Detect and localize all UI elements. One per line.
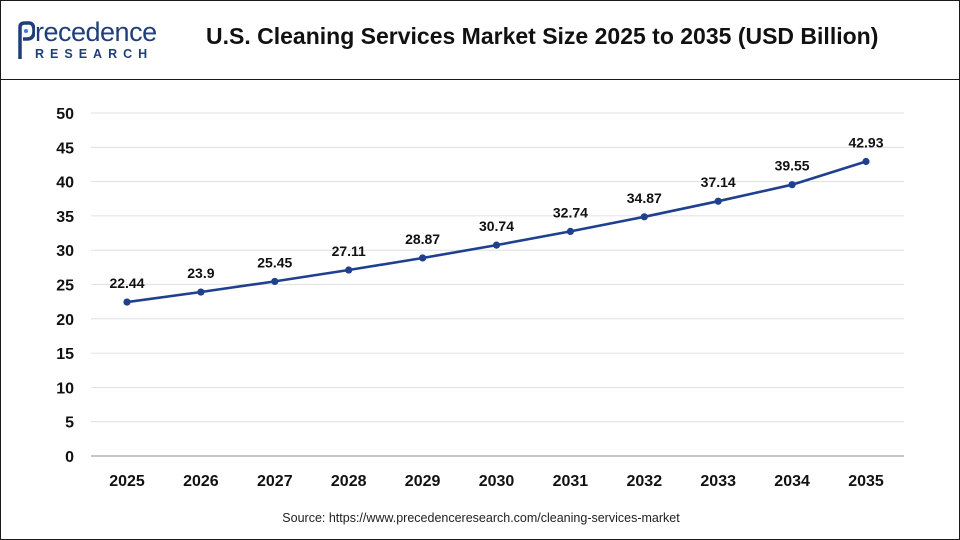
y-tick-label: 45 xyxy=(56,140,74,157)
x-tick-label: 2032 xyxy=(627,473,663,490)
data-label: 28.87 xyxy=(405,231,440,247)
chart-title: U.S. Cleaning Services Market Size 2025 … xyxy=(206,23,879,49)
logo-p-mark-icon xyxy=(18,21,35,59)
data-point xyxy=(271,277,279,286)
y-tick-label: 15 xyxy=(56,346,74,363)
x-tick-label: 2035 xyxy=(848,473,884,490)
grid-lines xyxy=(91,112,904,423)
y-tick-label: 25 xyxy=(56,278,74,295)
data-label: 22.44 xyxy=(109,275,144,291)
data-point xyxy=(714,197,722,205)
x-tick-label: 2030 xyxy=(479,473,515,490)
data-label: 27.11 xyxy=(332,243,366,259)
y-tick-label: 0 xyxy=(65,449,74,466)
y-tick-label: 5 xyxy=(65,415,74,432)
data-label: 42.93 xyxy=(848,135,883,151)
y-tick-label: 20 xyxy=(56,312,74,329)
y-tick-label: 30 xyxy=(56,243,74,260)
x-tick-label: 2028 xyxy=(331,473,367,490)
data-point xyxy=(788,181,796,189)
x-tick-label: 2031 xyxy=(553,473,589,490)
y-tick-labels: 0 5 10 15 20 25 30 35 40 45 50 xyxy=(56,106,74,466)
y-tick-label: 35 xyxy=(56,209,74,226)
x-tick-labels: 2025 2026 2027 2028 2029 2030 2031 2032 2033 2034… xyxy=(109,473,884,490)
data-point xyxy=(197,288,205,296)
data-point xyxy=(492,241,501,249)
x-tick-label: 2025 xyxy=(109,473,145,490)
data-point xyxy=(640,213,648,221)
x-tick-label: 2027 xyxy=(257,473,293,490)
x-tick-label: 2026 xyxy=(183,473,219,490)
data-point xyxy=(419,254,427,262)
logo-text: recedence xyxy=(35,17,157,47)
data-point xyxy=(345,266,353,274)
y-tick-label: 10 xyxy=(56,380,74,397)
x-tick-label: 2034 xyxy=(774,473,810,490)
data-label: 37.14 xyxy=(701,174,736,190)
data-label: 34.87 xyxy=(627,190,662,206)
data-label: 30.74 xyxy=(479,218,514,234)
data-point xyxy=(123,298,131,306)
y-tick-label: 50 xyxy=(56,106,74,123)
data-labels: 22.44 23.9 25.45 27.11 28.87 30.74 32.74 34.87 3… xyxy=(109,135,883,292)
logo-subtext: RESEARCH xyxy=(35,47,154,61)
data-label: 25.45 xyxy=(257,254,292,270)
data-label: 23.9 xyxy=(187,265,214,281)
header: recedence RESEARCH U.S. Cleaning Service… xyxy=(1,1,959,80)
company-logo: recedence RESEARCH xyxy=(17,15,167,65)
x-tick-label: 2029 xyxy=(405,473,441,490)
source-note: Source: https://www.precedenceresearch.c… xyxy=(282,511,680,525)
data-point xyxy=(566,227,575,236)
data-point xyxy=(862,157,870,166)
series-main xyxy=(123,157,870,306)
y-tick-label: 40 xyxy=(56,175,74,192)
data-label: 39.55 xyxy=(775,158,810,174)
data-label: 32.74 xyxy=(553,204,588,220)
x-tick-label: 2033 xyxy=(700,473,736,490)
